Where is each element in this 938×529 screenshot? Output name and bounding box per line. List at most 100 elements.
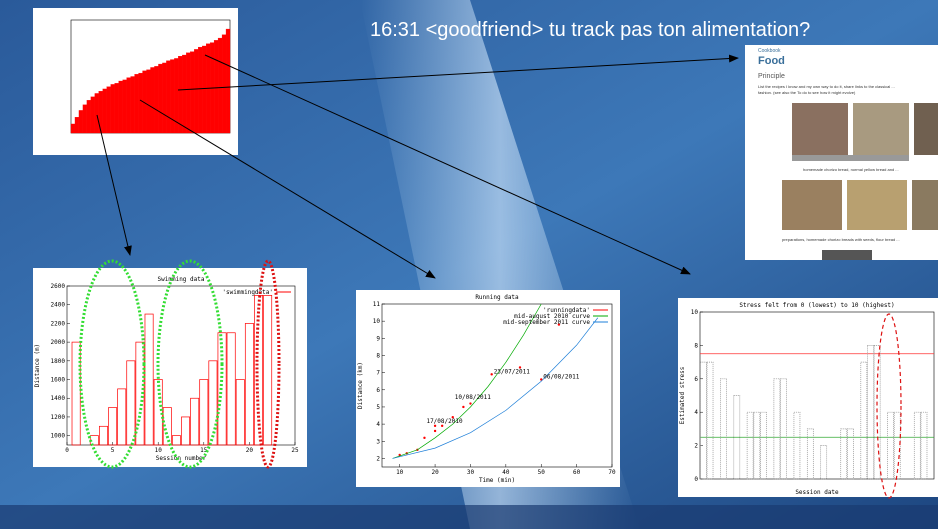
cookbook-section: Principle <box>758 73 785 80</box>
point <box>469 402 471 404</box>
annotation: 10/08/2011 <box>455 394 492 401</box>
point <box>423 437 425 439</box>
bar <box>139 73 143 133</box>
bar <box>115 83 119 133</box>
y-tick-label: 2 <box>694 443 698 450</box>
legend-label: mid-september 2011 curve <box>503 319 590 326</box>
caption-bar <box>792 155 909 161</box>
cookbook-title: Food <box>758 55 785 67</box>
y-tick-label: 2000 <box>51 339 66 346</box>
x-tick-label: 20 <box>246 447 254 454</box>
bar <box>226 29 230 133</box>
cookbook-screenshot: Cookbook Food Principle List the recipes… <box>745 45 938 260</box>
bar <box>71 124 75 133</box>
chart <box>33 8 238 155</box>
annotation: 06/08/2011 <box>543 373 580 380</box>
chart-title: Stress felt from 0 (lowest) to 10 (highe… <box>739 302 894 309</box>
x-tick-label: 0 <box>65 447 69 454</box>
bar <box>154 66 158 133</box>
bar <box>95 93 99 133</box>
bar <box>151 67 155 133</box>
bar <box>111 84 115 133</box>
bar <box>158 64 162 133</box>
x-tick-label: 25 <box>291 447 299 454</box>
bar <box>87 100 91 133</box>
bar <box>198 47 202 133</box>
chart-title: Swimming data <box>158 276 205 283</box>
photo <box>782 180 842 230</box>
x-tick-label: 70 <box>608 469 616 476</box>
bar <box>170 60 174 133</box>
y-tick-label: 2600 <box>51 283 66 290</box>
y-tick-label: 1200 <box>51 414 66 421</box>
bar <box>103 89 107 133</box>
bar <box>186 53 190 133</box>
cookbook-caption: preparations, homemade chorizo breads wi… <box>782 237 900 242</box>
y-tick-label: 2 <box>376 455 380 462</box>
y-tick-label: 1000 <box>51 433 66 440</box>
bar <box>83 105 87 133</box>
y-tick-label: 5 <box>376 404 380 411</box>
x-tick-label: 40 <box>502 469 510 476</box>
annotation: 23/07/2011 <box>494 368 531 375</box>
bar <box>218 38 222 133</box>
bar <box>190 52 194 133</box>
bar <box>119 81 123 133</box>
y-axis-label: Distance (m) <box>34 344 41 387</box>
bottom-band <box>0 505 938 529</box>
slide: 16:31 <goodfriend> tu track pas ton alim… <box>0 0 938 529</box>
x-tick-label: 30 <box>467 469 475 476</box>
y-tick-label: 3 <box>376 438 380 445</box>
legend-label: 'swimmingdata' <box>222 289 273 296</box>
x-tick-label: 50 <box>538 469 546 476</box>
point <box>434 430 436 432</box>
y-tick-label: 0 <box>694 476 698 483</box>
bar <box>166 61 170 133</box>
chart: Stress felt from 0 (lowest) to 10 (highe… <box>678 298 938 497</box>
chart: Running data Time (min) Distance (km) 2 3 4 5 6… <box>356 290 620 487</box>
y-tick-label: 9 <box>376 335 380 342</box>
cookbook-kicker: Cookbook <box>758 48 781 54</box>
photo <box>847 180 907 230</box>
chart-title: Running data <box>475 294 519 301</box>
chart-background <box>678 298 938 497</box>
y-tick-label: 1800 <box>51 358 66 365</box>
photo <box>853 103 909 155</box>
x-axis-label: Session date <box>795 489 839 496</box>
y-axis-label: Estimated stress <box>679 366 686 424</box>
y-tick-label: 4 <box>376 421 380 428</box>
y-tick-label: 6 <box>376 387 380 394</box>
y-tick-label: 10 <box>373 318 381 325</box>
x-tick-label: 10 <box>396 469 404 476</box>
y-tick-label: 2400 <box>51 302 66 309</box>
bar <box>202 46 206 133</box>
y-axis-label: Distance (km) <box>357 362 364 409</box>
y-tick-label: 6 <box>694 376 698 383</box>
point <box>462 406 464 408</box>
y-tick-label: 7 <box>376 370 380 377</box>
x-tick-label: 60 <box>573 469 581 476</box>
x-axis-label: Time (min) <box>479 477 515 484</box>
bar <box>107 87 111 133</box>
bar <box>178 56 182 133</box>
annotation: 17/08/2010 <box>426 418 463 425</box>
y-tick-label: 1600 <box>51 377 66 384</box>
cookbook-caption: homemade chorizo bread, normal yellow br… <box>803 167 899 172</box>
y-tick-label: 8 <box>376 352 380 359</box>
y-tick-label: 11 <box>373 301 381 308</box>
bar <box>194 49 198 133</box>
cookbook-intro: fashion. (see also the To do to see how … <box>758 90 856 95</box>
bar <box>131 77 135 134</box>
photo <box>792 103 848 155</box>
photo <box>912 180 938 230</box>
y-tick-label: 8 <box>694 342 698 349</box>
bar <box>162 63 166 133</box>
bar <box>75 117 79 133</box>
bar <box>79 110 83 133</box>
chat-line: 16:31 <goodfriend> tu track pas ton alim… <box>370 19 810 41</box>
photo <box>914 103 938 155</box>
y-tick-label: 4 <box>694 409 698 416</box>
bar <box>222 35 226 133</box>
chart-background <box>33 268 307 467</box>
